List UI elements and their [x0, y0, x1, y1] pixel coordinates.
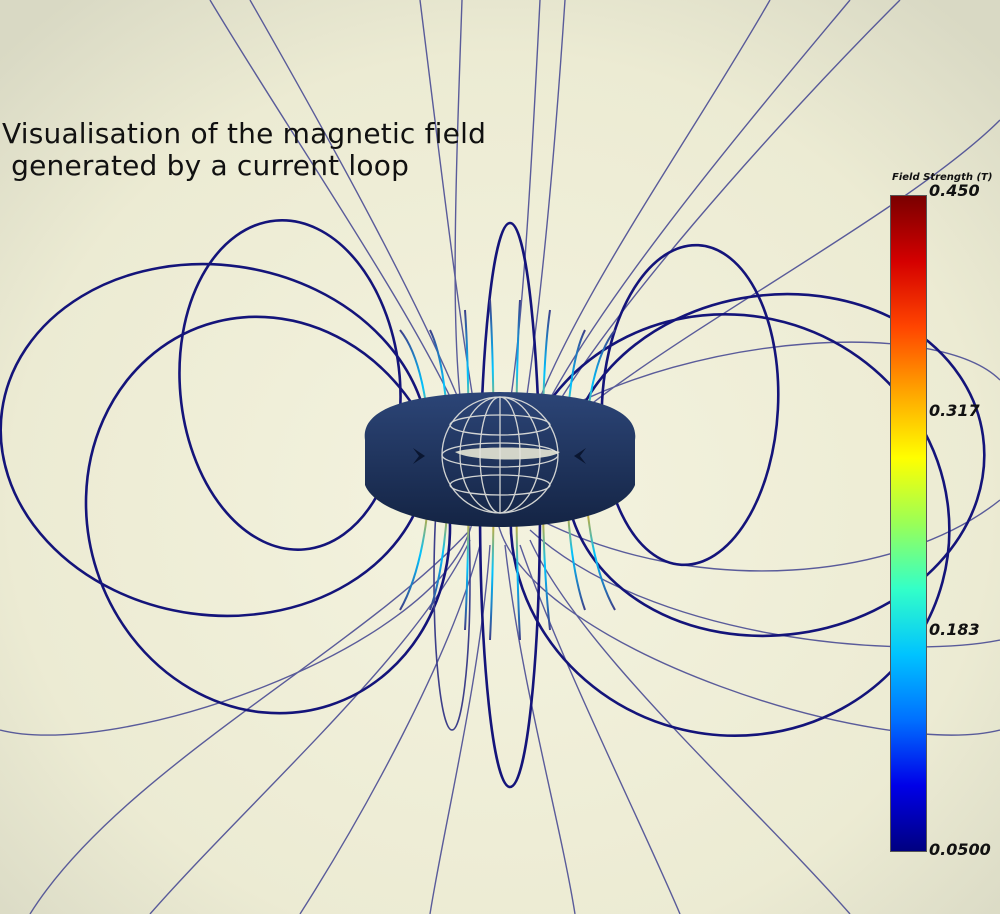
- colorbar-label-upper: 0.317: [929, 401, 980, 420]
- field-line: [539, 499, 1000, 572]
- field-line: [429, 544, 491, 914]
- field-line: [249, 0, 476, 441]
- field-line: [29, 529, 471, 914]
- field-loop-right-upper: [600, 243, 780, 567]
- field-line: [504, 544, 576, 914]
- torus-hole: [455, 447, 560, 460]
- title-line-2: generated by a current loop: [2, 149, 410, 182]
- field-line: [529, 529, 1000, 648]
- field-loop-left-upper: [178, 219, 402, 551]
- colorbar-label-max: 0.450: [929, 181, 980, 200]
- field-line: [529, 0, 851, 441]
- field-line: [534, 0, 901, 446]
- sphere-mesh: [441, 396, 559, 514]
- field-line: [544, 341, 1000, 421]
- field-line: [519, 0, 566, 441]
- visualisation-title: Visualisation of the magnetic field gene…: [2, 118, 486, 182]
- field-strength-colorbar: [890, 195, 927, 852]
- colorbar-label-min: 0.0500: [929, 840, 991, 859]
- colorbar-title: Field Strength (T): [892, 172, 993, 183]
- current-direction-arrow-icon: [574, 448, 586, 464]
- field-line: [209, 0, 471, 441]
- title-line-1: Visualisation of the magnetic field: [2, 117, 487, 150]
- field-line: [149, 539, 471, 914]
- field-line: [419, 0, 481, 441]
- current-direction-arrow-icon: [413, 448, 425, 464]
- field-line: [299, 544, 481, 914]
- colorbar-label-lower: 0.183: [929, 620, 980, 639]
